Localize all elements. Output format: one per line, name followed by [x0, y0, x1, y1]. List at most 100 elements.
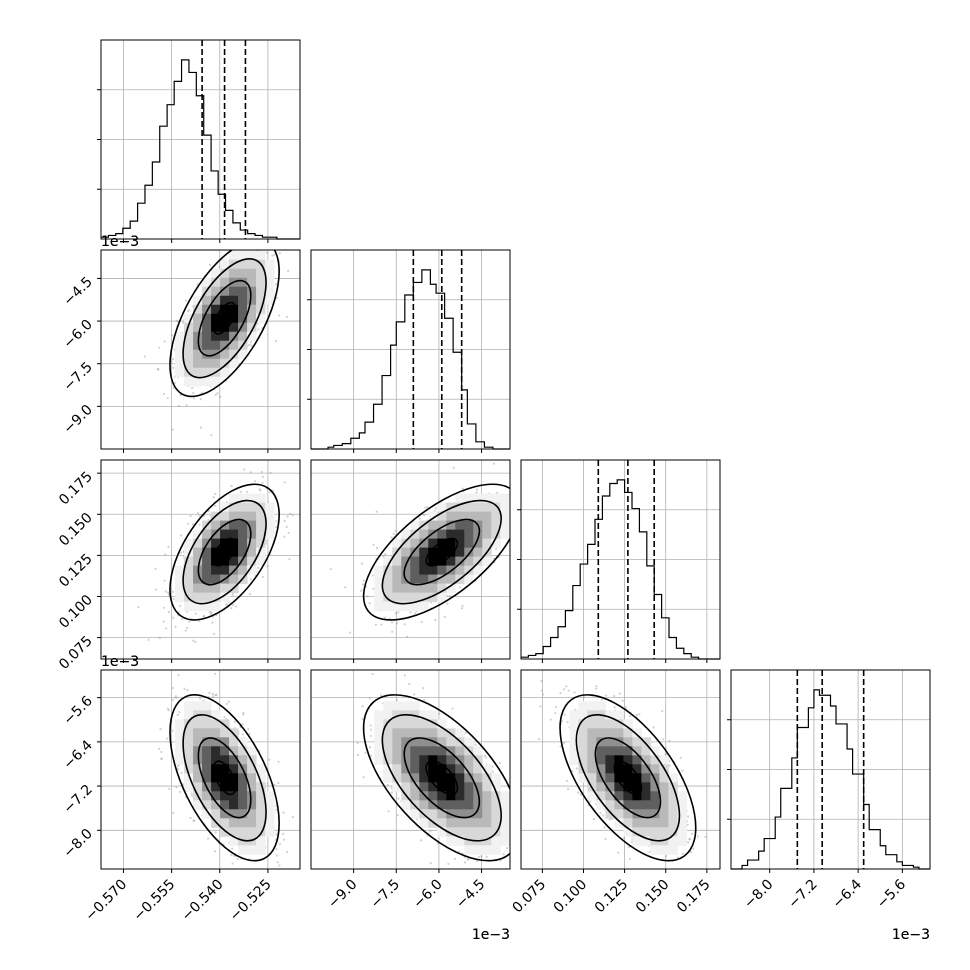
density-cell — [211, 304, 221, 315]
scatter-point — [190, 792, 193, 795]
scatter-point — [420, 839, 423, 842]
density-cell — [175, 592, 185, 603]
density-cell — [193, 583, 203, 594]
scatter-point — [492, 557, 495, 560]
scatter-point — [173, 382, 176, 385]
density-cell — [202, 592, 212, 603]
density-cell — [238, 809, 248, 819]
density-cell — [193, 322, 203, 333]
scatter-point — [239, 490, 242, 494]
density-cell — [256, 791, 266, 801]
scatter-point — [369, 728, 373, 731]
density-cell — [184, 701, 194, 711]
density-cell — [193, 764, 203, 774]
density-cell — [491, 529, 501, 540]
scatter-point — [198, 697, 202, 700]
scatter-point — [429, 862, 432, 865]
scatter-point — [257, 566, 260, 569]
scatter-point — [193, 819, 196, 822]
scatter-point — [248, 343, 251, 346]
density-cell — [401, 547, 411, 558]
density-peak — [439, 550, 445, 556]
density-cell — [193, 367, 203, 378]
density-cell — [184, 710, 194, 720]
scatter-point — [165, 737, 169, 740]
scatter-point — [188, 309, 191, 312]
density-cell — [238, 295, 248, 306]
density-cell — [229, 331, 239, 342]
scatter-point — [171, 686, 174, 690]
density-cell — [455, 529, 465, 540]
density-cell — [229, 737, 239, 747]
scatter-point — [466, 858, 469, 861]
scatter-point — [230, 853, 233, 857]
density-cell — [446, 529, 456, 540]
density-cell — [238, 304, 248, 315]
contour-line — [197, 518, 252, 586]
scatter-point — [278, 314, 281, 317]
density-cell — [247, 547, 257, 558]
density-cell — [383, 565, 393, 576]
density-cell — [211, 529, 221, 540]
scatter-point — [429, 830, 432, 833]
scatter-point — [168, 787, 171, 791]
density-cell — [446, 583, 456, 594]
scatter-point — [232, 603, 235, 607]
scatter-point — [275, 296, 278, 300]
density-cell — [238, 746, 248, 756]
density-cell — [247, 322, 257, 333]
density-cell — [247, 511, 257, 522]
density-cell — [211, 520, 221, 531]
density-cell — [184, 574, 194, 585]
scatter-point — [510, 825, 512, 827]
density-cell — [202, 331, 212, 342]
density-cell — [401, 556, 411, 567]
scatter-point — [242, 241, 244, 243]
scatter-point — [287, 269, 290, 272]
density-cell — [238, 737, 248, 747]
density-cell — [256, 764, 266, 774]
density-cell — [229, 502, 239, 513]
density-cell — [491, 502, 501, 513]
density-cell — [211, 538, 221, 549]
scatter-point — [210, 434, 213, 437]
scatter-point — [245, 490, 249, 494]
scatter-point — [230, 847, 234, 850]
scatter-point — [426, 505, 429, 509]
density-cell — [229, 493, 239, 504]
density-cell — [473, 502, 483, 513]
scatter-point — [230, 484, 233, 488]
density-cell — [220, 583, 230, 594]
scatter-point — [245, 241, 247, 243]
scatter-point — [177, 673, 180, 677]
scatter-point — [443, 615, 446, 618]
scatter-point — [191, 391, 195, 395]
density-cell — [211, 755, 221, 765]
scatter-point — [461, 604, 464, 608]
scatter-point — [349, 631, 352, 634]
scatter-point — [261, 247, 263, 249]
density-cell — [184, 376, 194, 387]
density-cell — [193, 340, 203, 351]
density-cell — [256, 782, 266, 792]
scatter-point — [438, 712, 441, 715]
scatter-point — [283, 481, 286, 484]
density-cell — [220, 268, 230, 279]
scatter-point — [361, 583, 365, 586]
scatter-point — [480, 855, 483, 858]
scatter-point — [374, 623, 377, 626]
density-cell — [256, 520, 266, 531]
scatter-point — [390, 791, 393, 794]
scatter-point — [394, 612, 398, 615]
scatter-point — [218, 266, 221, 269]
scatter-point — [215, 693, 218, 696]
density-cell — [247, 520, 257, 531]
density-cell — [419, 583, 429, 594]
density-cell — [500, 511, 510, 522]
density-cell — [410, 556, 420, 567]
hist-frame — [520, 459, 721, 660]
density-cell — [202, 376, 212, 387]
density-cell — [238, 782, 248, 792]
scatter-point — [394, 529, 397, 533]
scatter-point — [171, 729, 174, 732]
